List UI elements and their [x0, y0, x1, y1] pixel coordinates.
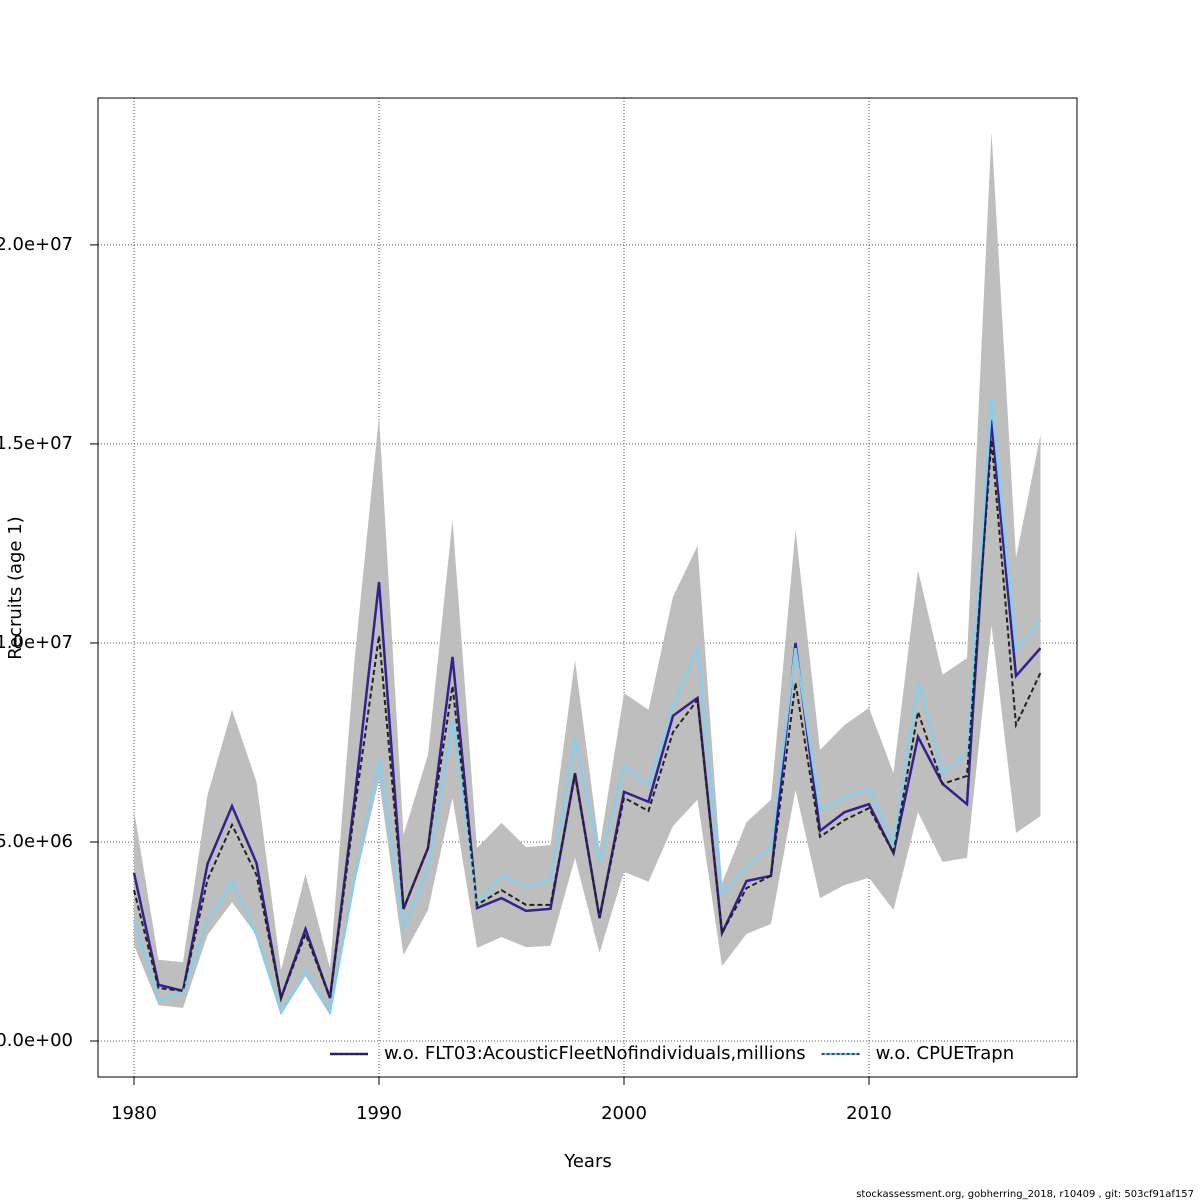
- plot-area: w.o. FLT03:AcousticFleetNofindividuals,m…: [98, 98, 1077, 1077]
- series-line: [133, 439, 1042, 1002]
- y-tick-label: 1.5e+07: [0, 433, 73, 454]
- footer: stockassessment.org, gobherring_2018, r1…: [856, 1189, 1194, 1200]
- legend-label: w.o. FLT03:AcousticFleetNofindividuals,m…: [384, 1043, 806, 1064]
- x-axis-title: Years: [563, 1151, 612, 1172]
- y-tick-label: 2.0e+07: [0, 234, 73, 255]
- x-tick-label: 2010: [846, 1103, 892, 1124]
- series-line: [132, 400, 1042, 1016]
- x-tick-label: 2000: [601, 1103, 647, 1124]
- y-axis-title: Recruits (age 1): [5, 516, 26, 659]
- plot-frame: [97, 97, 1078, 1078]
- y-tick-label: 0.0e+00: [0, 1030, 73, 1051]
- y-tick-label: 1.0e+07: [0, 632, 73, 653]
- y-tick-label: 5.0e+06: [0, 831, 73, 852]
- x-tick-label: 1980: [111, 1103, 157, 1124]
- legend-label: w.o. CPUETrapn: [876, 1043, 1015, 1064]
- x-tick-label: 1990: [356, 1103, 402, 1124]
- confidence-band: [134, 131, 1041, 1016]
